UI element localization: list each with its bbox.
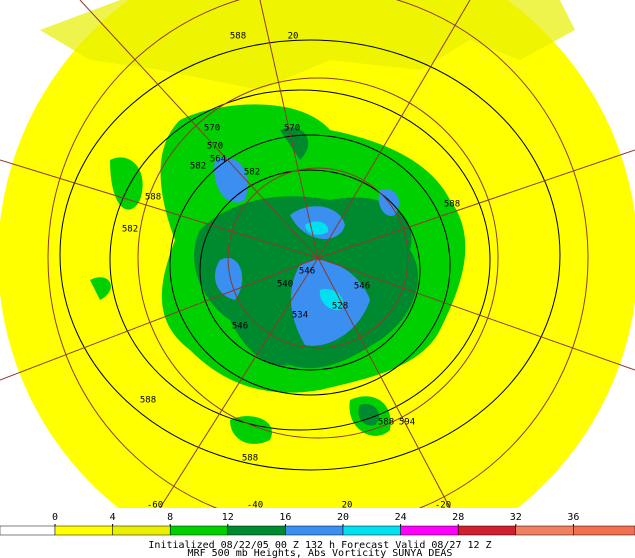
- contour-label: 546: [232, 322, 248, 332]
- longitude-label: -40: [247, 501, 263, 511]
- colorbar-tick-label: 8: [167, 512, 173, 523]
- colorbar-tick-label: 32: [510, 512, 522, 523]
- contour-label: 588: [230, 32, 246, 42]
- colorbar-segment: [0, 525, 56, 536]
- colorbar-segment: [573, 525, 635, 536]
- contour-label: 564: [210, 155, 226, 165]
- colorbar-tick-label: 16: [279, 512, 291, 523]
- colorbar: 0 4 8 12 16 20 24 28 32 36: [0, 512, 635, 536]
- longitude-label: -60: [147, 501, 163, 511]
- colorbar-segment: [54, 525, 113, 536]
- longitude-label: 20: [342, 501, 353, 511]
- contour-label: 588: [145, 193, 161, 203]
- colorbar-segment: [515, 525, 574, 536]
- colorbar-tick-label: 0: [52, 512, 58, 523]
- contour-label: 588: [378, 418, 394, 428]
- footer-line-2: MRF 500 mb Heights, Abs Vorticity SUNYA …: [188, 548, 453, 558]
- contour-label: 582: [190, 162, 206, 172]
- contour-label: 540: [277, 280, 293, 290]
- colorbar-tick-label: 24: [395, 512, 407, 523]
- contour-label: 588: [242, 454, 258, 464]
- colorbar-tick-label: 4: [110, 512, 116, 523]
- colorbar-segment: [457, 525, 517, 536]
- contour-label: 594: [399, 418, 415, 428]
- colorbar-segment: [400, 525, 459, 536]
- graticule: [0, 0, 635, 508]
- colorbar-segment: [112, 525, 171, 536]
- vorticity-blue: [214, 157, 400, 346]
- contour-label: 570: [284, 124, 300, 134]
- colorbar-tick-label: 36: [567, 512, 579, 523]
- longitude-label: -20: [435, 501, 451, 511]
- light-yellow-area: [40, 0, 575, 90]
- colorbar-tick-label: 28: [452, 512, 464, 523]
- contour-label: 570: [204, 124, 220, 134]
- contour-label: 582: [244, 168, 260, 178]
- colorbar-tick-label: 12: [222, 512, 234, 523]
- footer-line-1: Initialized 08/22/05 00 Z 132 h Forecast…: [148, 540, 491, 551]
- contour-label: 588: [444, 200, 460, 210]
- contour-label: 582: [122, 225, 138, 235]
- contour-label: 546: [299, 267, 315, 277]
- contour-label: 528: [332, 302, 348, 312]
- contour-label: 534: [292, 311, 308, 321]
- colorbar-segment: [285, 525, 344, 536]
- contour-label: 588: [140, 396, 156, 406]
- colorbar-segment: [169, 525, 229, 536]
- height-contours: [59, 39, 561, 471]
- contour-label: 570: [207, 142, 223, 152]
- colorbar-segment: [342, 525, 401, 536]
- colorbar-segment: [227, 525, 286, 536]
- contour-label: 546: [354, 282, 370, 292]
- longitude-label: 20: [288, 32, 299, 42]
- vorticity-cyan: [305, 221, 344, 311]
- colorbar-tick-label: 20: [337, 512, 349, 523]
